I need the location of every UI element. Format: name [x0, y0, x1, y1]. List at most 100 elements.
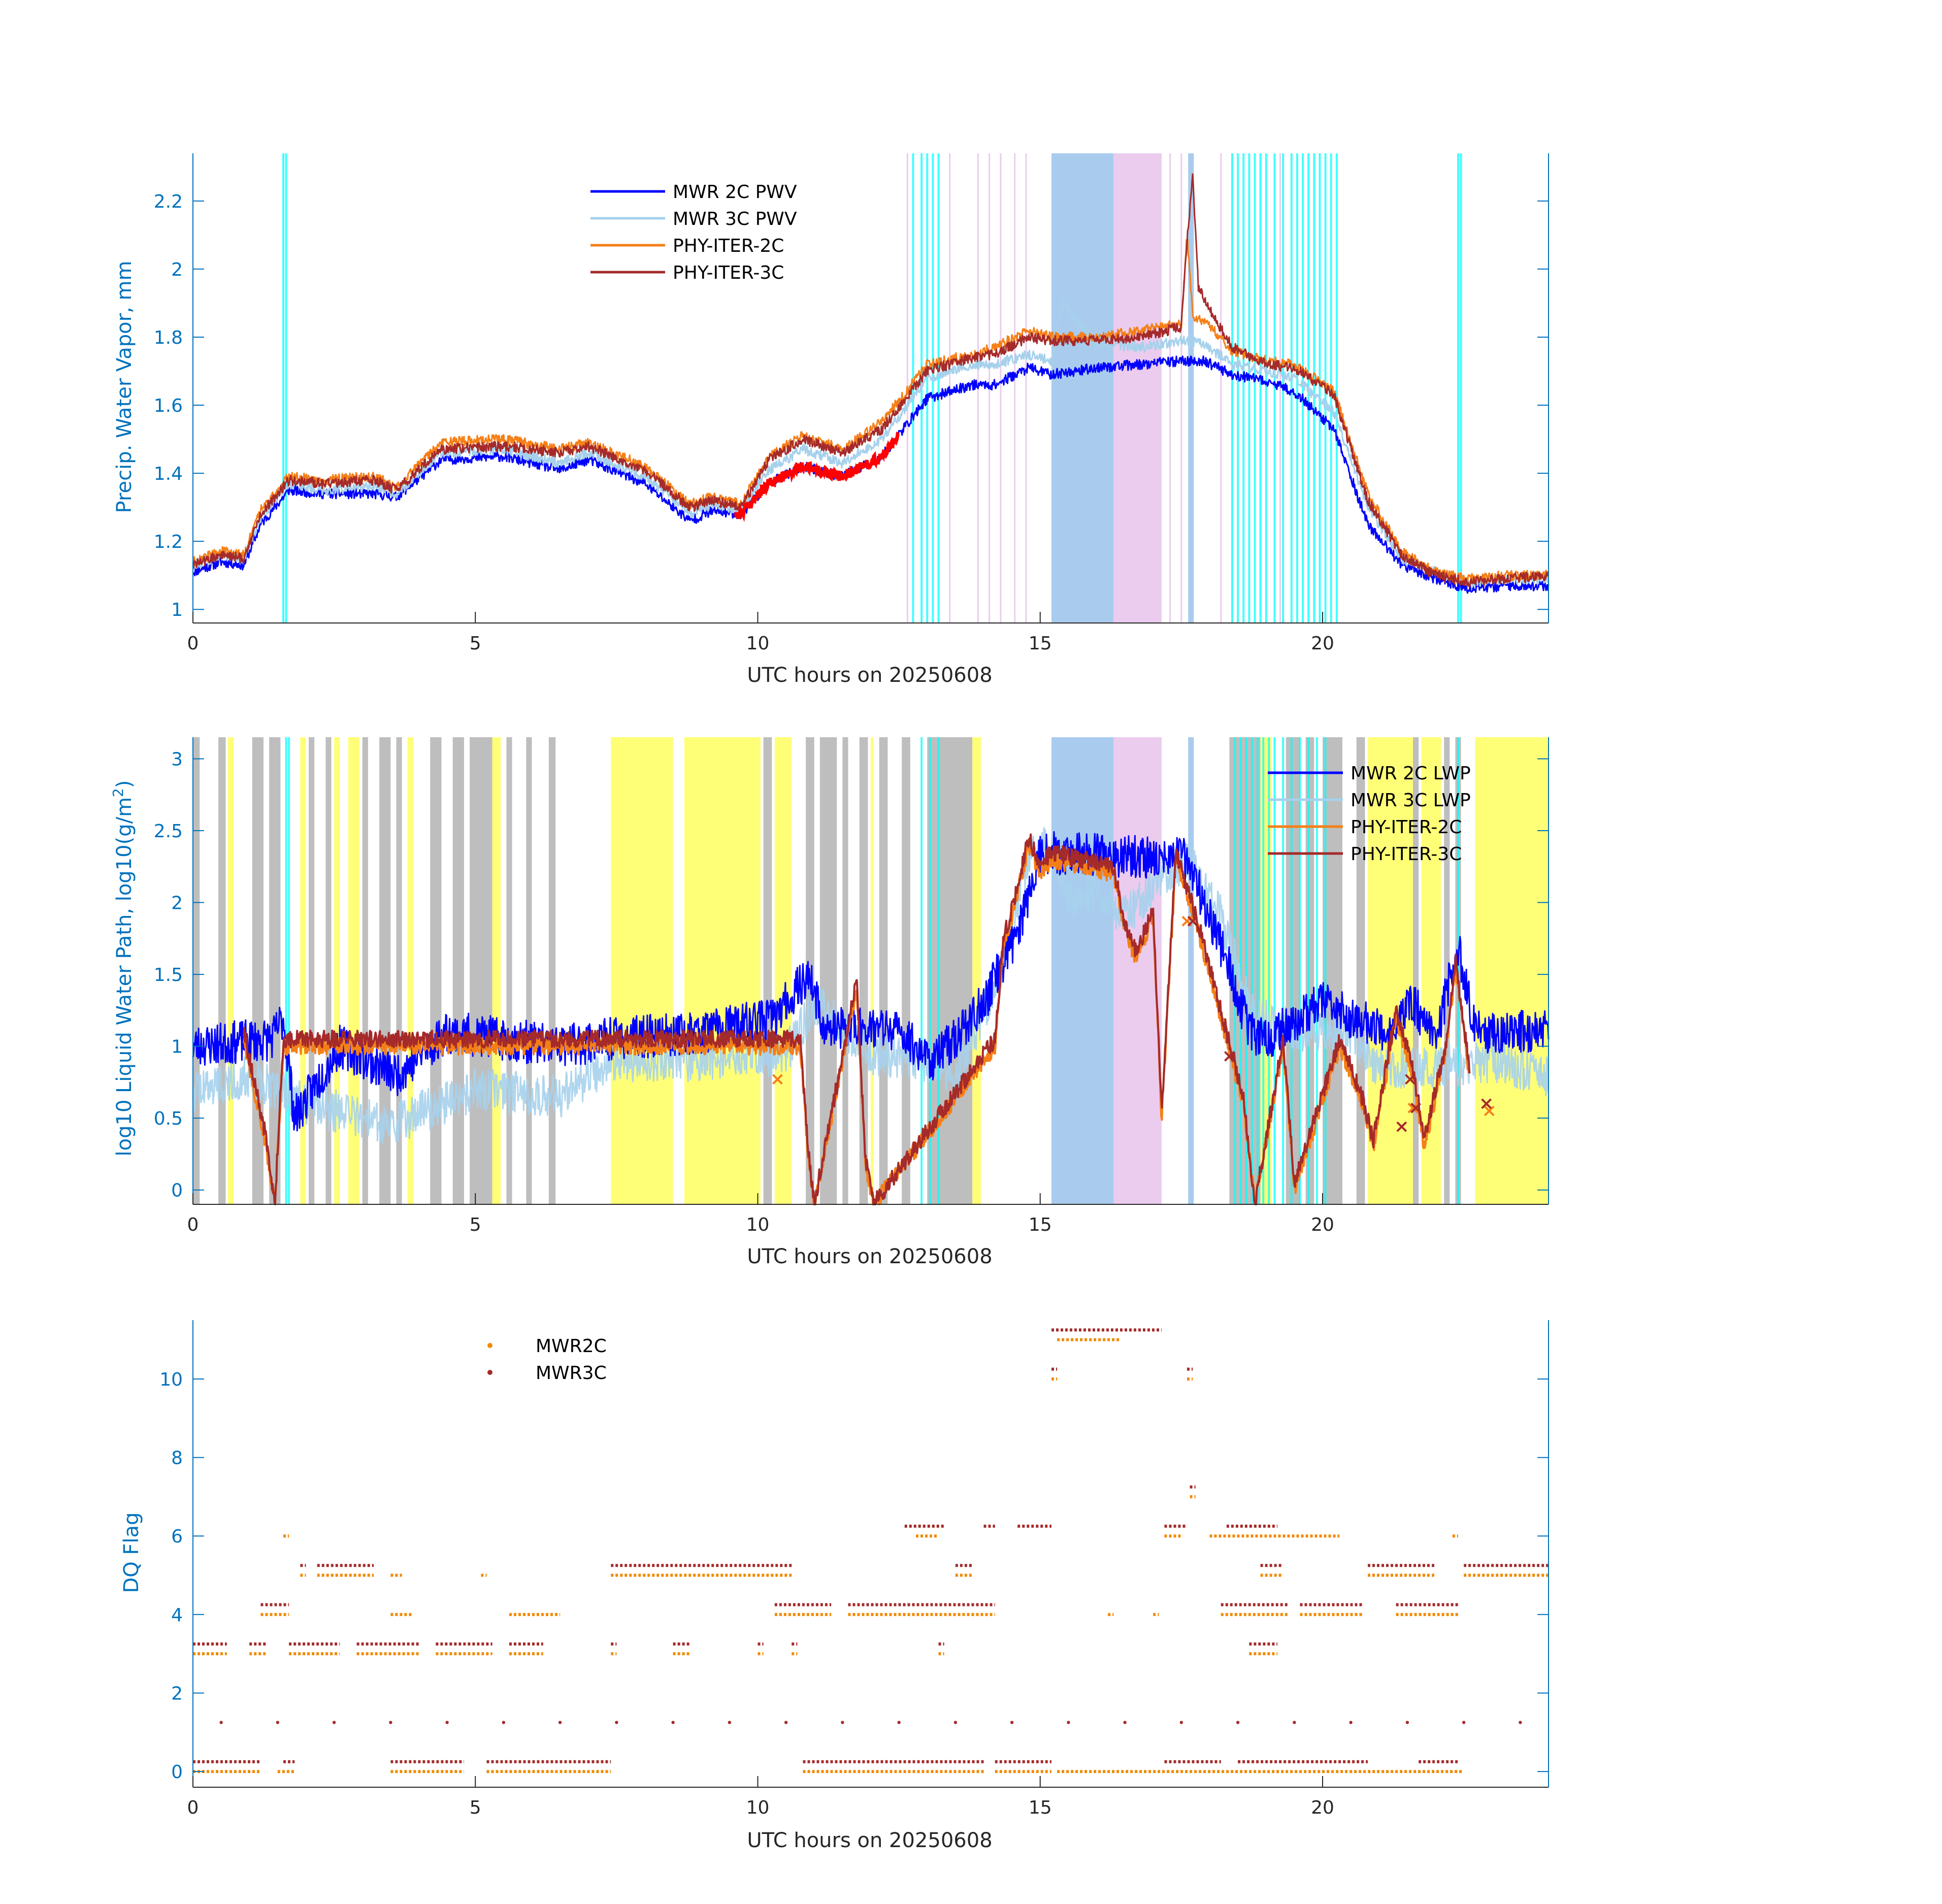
- pwv-series-phy-iter-3c: [192, 173, 1550, 588]
- lwp-yellow-band-2: [334, 737, 340, 1204]
- lwp-marker-3c-3: [1405, 1074, 1416, 1085]
- lwp-gray-band-31: [1444, 737, 1450, 1204]
- lwp-gray-band-22: [902, 737, 910, 1204]
- dq-legend: MWR2C MWR3C: [487, 1336, 607, 1384]
- pwv-panel: 0 5 10 15 20 1 1.2 1.4 1.6 1.8 2 2.2 UTC hours on 2…: [113, 153, 1550, 687]
- pwv-blue-narrow-band: [1188, 153, 1194, 623]
- dq-point-mwr3c-1-4: [445, 1721, 449, 1724]
- pwv-xtick-label-2: 10: [746, 633, 770, 654]
- dq-point-mwr3c-1-7: [615, 1721, 618, 1724]
- dq-ytick-label-1: 2: [171, 1683, 183, 1704]
- lwp-gray-band-10: [452, 737, 464, 1204]
- pwv-xtick-label-3: 15: [1029, 633, 1052, 654]
- pwv-ytick-label-5: 2: [171, 259, 183, 280]
- lwp-ytick-label-3: 1.5: [154, 965, 183, 986]
- lwp-xtick-label-3: 15: [1029, 1214, 1052, 1235]
- dq-point-mwr3c-1-6: [558, 1721, 562, 1724]
- lwp-ylabel-main: log10 Liquid Water Path, log10(g/m: [113, 797, 136, 1157]
- pwv-xtick-label-4: 20: [1311, 633, 1334, 654]
- legend-label-mwr2c: MWR2C: [536, 1336, 607, 1357]
- lwp-xlabel: UTC hours on 20250608: [747, 1245, 992, 1268]
- lwp-marker-2c-2: [1407, 1102, 1419, 1113]
- lwp-xtick-label-4: 20: [1311, 1214, 1334, 1235]
- legend-label-mwr3c-lwp: MWR 3C LWP: [1351, 790, 1471, 811]
- legend-label-phy-iter-3c: PHY-ITER-3C: [673, 262, 784, 283]
- lwp-series: [192, 827, 1550, 1205]
- legend-label-phy-iter-2c-lwp: PHY-ITER-2C: [1351, 817, 1462, 838]
- lwp-gray-band-15: [763, 737, 772, 1204]
- lwp-gray-band-21: [879, 737, 888, 1204]
- dq-point-mwr3c-1-0: [219, 1721, 223, 1724]
- pwv-xtick-label-0: 0: [187, 633, 199, 654]
- lwp-yellow-band-10: [972, 737, 981, 1204]
- legend-label-mwr3c-pwv: MWR 3C PWV: [673, 209, 797, 229]
- lwp-panel: 0 5 10 15 20 0 0.5 1 1.5 2 2.5 3 UTC hours on 20250…: [110, 737, 1550, 1268]
- lwp-gray-band-12: [506, 737, 512, 1204]
- lwp-ytick-label-1: 0.5: [154, 1108, 183, 1129]
- lwp-yellow-band-8: [774, 737, 792, 1204]
- lwp-gray-band-0: [193, 737, 200, 1204]
- lwp-markers: [772, 915, 1495, 1132]
- pwv-series: [192, 173, 1550, 594]
- pwv-xlabel: UTC hours on 20250608: [747, 664, 992, 687]
- pwv-ytick-label-0: 1: [171, 600, 183, 620]
- lwp-series-mwr-3c-lwp: [192, 827, 1550, 1145]
- lwp-ytick-label-0: 0: [171, 1180, 183, 1201]
- pwv-ylabel: Precip. Water Vapor, mm: [113, 261, 136, 513]
- lwp-gray-band-9: [430, 737, 442, 1204]
- dq-xtick-label-1: 5: [470, 1797, 481, 1818]
- lwp-ytick-label-2: 1: [171, 1037, 183, 1058]
- legend-marker-mwr2c: [487, 1343, 492, 1348]
- lwp-ytick-label-4: 2: [171, 893, 183, 914]
- dq-point-mwr3c-1-17: [1179, 1721, 1183, 1724]
- pwv-ytick-label-2: 1.4: [154, 464, 183, 484]
- lwp-ytick-label-6: 3: [171, 749, 183, 770]
- lwp-yellow-band-7: [684, 737, 761, 1204]
- dq-point-mwr3c-1-20: [1349, 1721, 1353, 1724]
- lwp-yellow-band-4: [407, 737, 413, 1204]
- lwp-series-mwr-2c-lwp: [192, 831, 1550, 1132]
- legend-label-phy-iter-2c: PHY-ITER-2C: [673, 236, 784, 256]
- lwp-marker-3c-2: [1396, 1121, 1407, 1132]
- dq-point-mwr3c-1-11: [841, 1721, 844, 1724]
- lwp-gray-band-11: [470, 737, 492, 1204]
- lwp-gray-band-30: [1413, 737, 1419, 1204]
- pwv-shading: [282, 153, 1462, 623]
- legend-label-phy-iter-3c-lwp: PHY-ITER-3C: [1351, 844, 1462, 865]
- dq-point-mwr3c-1-2: [332, 1721, 336, 1724]
- lwp-yellow-band-14: [1475, 737, 1549, 1204]
- lwp-gray-band-13: [526, 737, 532, 1204]
- lwp-xtick-label-0: 0: [187, 1214, 199, 1235]
- lwp-yellow-band-9: [871, 737, 874, 1204]
- lwp-ytick-label-5: 2.5: [154, 821, 183, 842]
- lwp-marker-3c-0: [1187, 915, 1198, 927]
- lwp-yellow-band-5: [492, 737, 501, 1204]
- pwv-blue-band: [1051, 153, 1114, 623]
- lwp-gray-band-6: [362, 737, 368, 1204]
- dq-points: [193, 1328, 1549, 1774]
- lwp-ylabel-end: ): [113, 780, 136, 789]
- dq-ytick-label-0: 0: [171, 1762, 183, 1783]
- lwp-series-phy-iter-3c: [243, 833, 1471, 1205]
- dq-panel: 0 5 10 15 20 0 2 4 6 8 10 UTC hours on 20250608 DQ…: [120, 1320, 1549, 1852]
- lwp-gray-band-1: [218, 737, 226, 1204]
- pwv-ytick-label-4: 1.8: [154, 327, 183, 348]
- dq-ytick-label-2: 4: [171, 1605, 183, 1626]
- lwp-axes: 0 5 10 15 20 0 0.5 1 1.5 2 2.5 3: [154, 737, 1549, 1235]
- pwv-axes: 0 5 10 15 20 1 1.2 1.4 1.6 1.8 2 2.2: [154, 153, 1549, 654]
- dq-point-mwr3c-1-13: [953, 1721, 958, 1724]
- legend-marker-mwr3c: [487, 1370, 492, 1375]
- lwp-yellow-band-6: [611, 737, 673, 1204]
- lwp-xtick-label-1: 5: [470, 1214, 481, 1235]
- lwp-yellow-band-1: [300, 737, 306, 1204]
- dq-ytick-label-5: 10: [159, 1369, 183, 1390]
- lwp-marker-3c-1: [1224, 1051, 1235, 1062]
- pwv-legend: MWR 2C PWV MWR 3C PWV PHY-ITER-2C PHY-IT…: [590, 182, 797, 283]
- dq-xtick-label-0: 0: [187, 1797, 199, 1818]
- dq-axes: 0 5 10 15 20 0 2 4 6 8 10: [159, 1320, 1549, 1818]
- lwp-pink-band: [1113, 737, 1162, 1204]
- dq-ytick-label-4: 8: [171, 1448, 183, 1469]
- dq-xtick-label-3: 15: [1029, 1797, 1052, 1818]
- dq-ytick-label-3: 6: [171, 1526, 183, 1547]
